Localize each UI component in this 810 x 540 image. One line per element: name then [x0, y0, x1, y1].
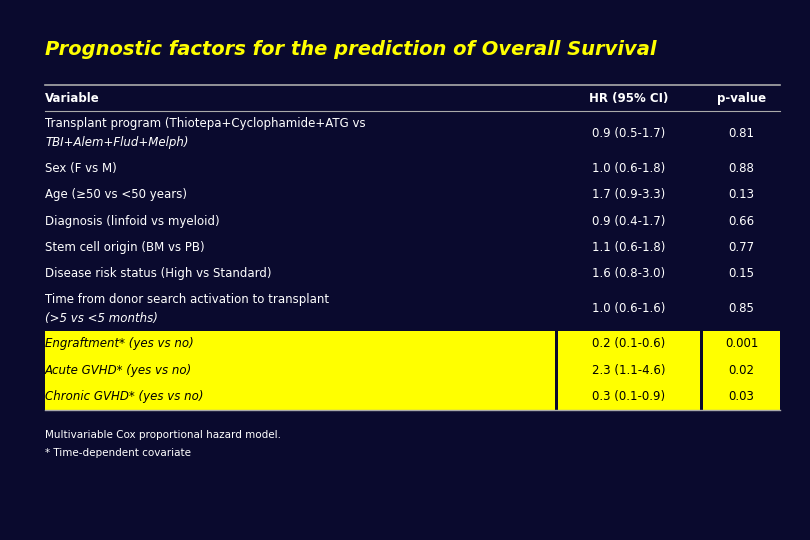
Text: (>5 vs <5 months): (>5 vs <5 months)	[45, 312, 158, 325]
Bar	[45, 330, 555, 357]
Text: Stem cell origin (BM vs PB): Stem cell origin (BM vs PB)	[45, 241, 205, 254]
Text: Chronic GVHD* (yes vs no): Chronic GVHD* (yes vs no)	[45, 390, 203, 403]
Text: 0.03: 0.03	[728, 390, 754, 403]
Text: 0.88: 0.88	[728, 161, 754, 174]
Text: Acute GVHD* (yes vs no): Acute GVHD* (yes vs no)	[45, 364, 192, 377]
Text: Diagnosis (linfoid vs myeloid): Diagnosis (linfoid vs myeloid)	[45, 214, 220, 227]
Text: 1.0 (0.6-1.8): 1.0 (0.6-1.8)	[592, 161, 666, 174]
Bar	[45, 357, 555, 383]
Text: 0.15: 0.15	[728, 267, 754, 280]
Text: Engraftment* (yes vs no): Engraftment* (yes vs no)	[45, 338, 194, 350]
Text: 2.3 (1.1-4.6): 2.3 (1.1-4.6)	[592, 364, 666, 377]
Text: Time from donor search activation to transplant: Time from donor search activation to tra…	[45, 293, 329, 306]
Text: 0.77: 0.77	[728, 241, 755, 254]
Text: 0.85: 0.85	[728, 302, 754, 315]
Text: 0.3 (0.1-0.9): 0.3 (0.1-0.9)	[592, 390, 666, 403]
Bar	[703, 330, 780, 357]
Bar	[558, 357, 700, 383]
Text: 1.7 (0.9-3.3): 1.7 (0.9-3.3)	[592, 188, 666, 201]
Text: Variable: Variable	[45, 92, 100, 105]
Text: 0.9 (0.5-1.7): 0.9 (0.5-1.7)	[592, 127, 666, 140]
Text: HR (95% CI): HR (95% CI)	[590, 92, 669, 105]
Bar	[45, 383, 555, 410]
Text: Multivariable Cox proportional hazard model.: Multivariable Cox proportional hazard mo…	[45, 430, 281, 440]
Text: 0.2 (0.1-0.6): 0.2 (0.1-0.6)	[592, 338, 666, 350]
Text: 0.9 (0.4-1.7): 0.9 (0.4-1.7)	[592, 214, 666, 227]
Text: Transplant program (Thiotepa+Cyclophamide+ATG vs: Transplant program (Thiotepa+Cyclophamid…	[45, 117, 365, 130]
Text: 0.81: 0.81	[728, 127, 754, 140]
Text: Prognostic factors for the prediction of Overall Survival: Prognostic factors for the prediction of…	[45, 40, 656, 59]
Text: Disease risk status (High vs Standard): Disease risk status (High vs Standard)	[45, 267, 271, 280]
Text: TBI+Alem+Flud+Melph): TBI+Alem+Flud+Melph)	[45, 136, 189, 149]
Text: Age (≥50 vs <50 years): Age (≥50 vs <50 years)	[45, 188, 187, 201]
Bar	[558, 330, 700, 357]
Bar	[558, 383, 700, 410]
Text: p-value: p-value	[717, 92, 766, 105]
Text: 0.13: 0.13	[728, 188, 754, 201]
Text: 1.0 (0.6-1.6): 1.0 (0.6-1.6)	[592, 302, 666, 315]
Bar	[703, 357, 780, 383]
Text: 1.6 (0.8-3.0): 1.6 (0.8-3.0)	[592, 267, 666, 280]
Text: Sex (F vs M): Sex (F vs M)	[45, 161, 117, 174]
Bar	[703, 383, 780, 410]
Text: * Time-dependent covariate: * Time-dependent covariate	[45, 448, 191, 458]
Text: 1.1 (0.6-1.8): 1.1 (0.6-1.8)	[592, 241, 666, 254]
Text: 0.001: 0.001	[725, 338, 758, 350]
Text: 0.66: 0.66	[728, 214, 755, 227]
Text: 0.02: 0.02	[728, 364, 754, 377]
